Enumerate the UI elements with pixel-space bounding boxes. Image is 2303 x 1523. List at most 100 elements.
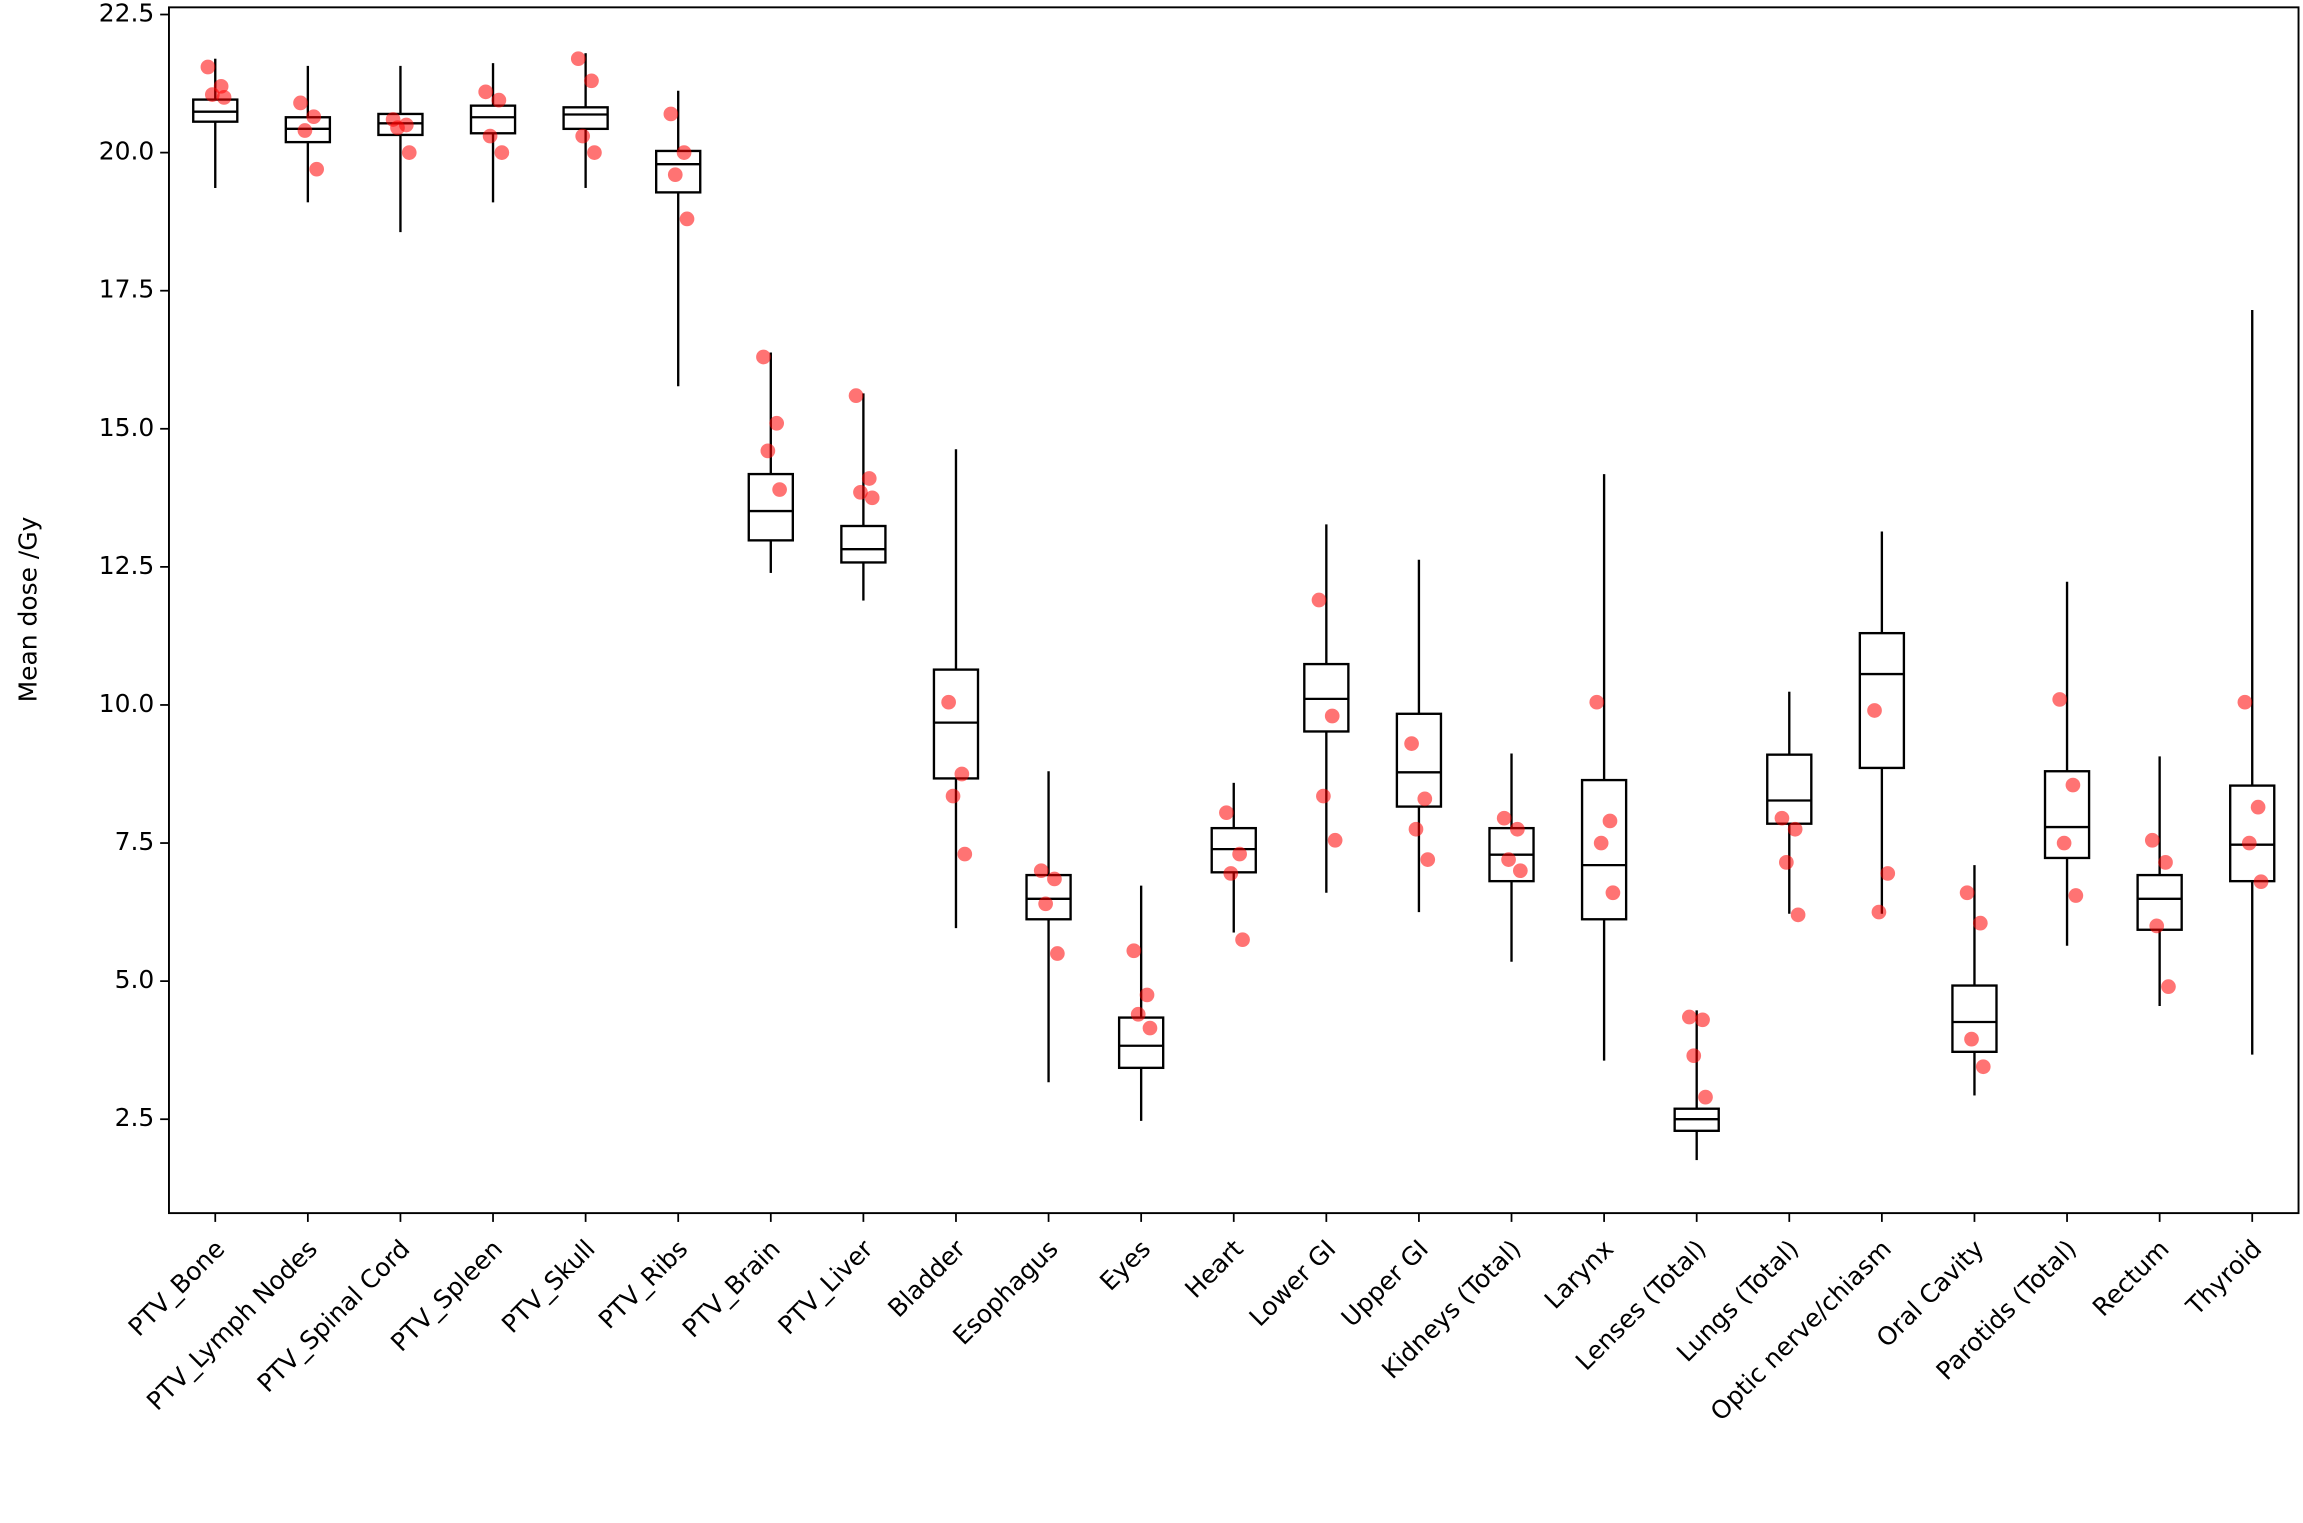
data-point (756, 349, 771, 365)
data-point (676, 145, 692, 160)
data-point (1589, 694, 1605, 710)
data-point (390, 120, 405, 136)
data-point (1698, 1089, 1713, 1105)
x-tick-label: Heart (1179, 1234, 1249, 1304)
data-point (2068, 888, 2084, 903)
data-point (2250, 799, 2266, 815)
data-point (1050, 946, 1065, 961)
data-point (1142, 1020, 1158, 1036)
data-point (1880, 866, 1896, 881)
data-point (1232, 846, 1247, 862)
data-point (1130, 1006, 1146, 1022)
data-point (2161, 979, 2176, 994)
data-point (1038, 896, 1053, 912)
data-point (584, 73, 599, 89)
data-point (2065, 777, 2081, 793)
data-point (1327, 832, 1343, 848)
x-tick-label: Upper GI (1336, 1234, 1434, 1332)
plot-frame (168, 6, 2300, 1215)
data-point (297, 123, 313, 138)
box (747, 472, 795, 542)
data-point (478, 84, 494, 100)
data-point (587, 145, 602, 160)
data-point (1512, 863, 1528, 879)
data-point (1605, 885, 1621, 901)
y-tick-label: 5.0 (115, 965, 155, 994)
x-tick-label: PTV_Skull (496, 1234, 601, 1339)
data-point (667, 167, 683, 183)
x-tick-label: Optic nerve/chiasm (1705, 1234, 1897, 1426)
data-point (309, 161, 325, 177)
data-point (494, 145, 510, 160)
data-point (1316, 788, 1331, 804)
data-point (1972, 915, 1988, 931)
box (840, 524, 887, 564)
data-point (1686, 1048, 1702, 1064)
data-point (1223, 866, 1239, 881)
x-tick-label: PTV_Liver (772, 1234, 879, 1341)
y-tick-label: 17.5 (99, 275, 155, 304)
data-point (491, 92, 507, 108)
data-point (1417, 791, 1433, 807)
data-point (2144, 832, 2160, 848)
data-point (1033, 863, 1049, 879)
data-point (861, 471, 877, 486)
data-point (1871, 904, 1887, 920)
data-point (1311, 592, 1327, 608)
box (1766, 753, 1813, 825)
x-tick-label: Larynx (1539, 1234, 1619, 1314)
data-point (864, 490, 880, 506)
data-point (941, 694, 956, 710)
data-point (1235, 932, 1250, 948)
data-point (1324, 708, 1340, 724)
data-point (1695, 1012, 1710, 1028)
data-point (575, 128, 591, 144)
data-point (1219, 805, 1234, 821)
x-tick-label: Eyes (1094, 1234, 1156, 1296)
data-point (769, 415, 785, 431)
data-point (853, 484, 868, 500)
data-point (2149, 918, 2165, 934)
x-tick-label: Bladder (882, 1234, 971, 1323)
data-point (1404, 736, 1419, 751)
data-point (1126, 943, 1142, 959)
data-point (306, 109, 322, 125)
data-point (1139, 987, 1155, 1003)
data-point (957, 846, 973, 862)
box (1858, 631, 1906, 770)
data-point (482, 128, 498, 144)
y-tick-label: 20.0 (99, 137, 155, 166)
data-point (216, 90, 232, 105)
x-tick-label: PTV_Brain (677, 1234, 786, 1343)
data-point (1774, 810, 1790, 826)
x-tick-label: PTV_Lymph Nodes (141, 1234, 323, 1416)
y-tick-label: 2.5 (115, 1103, 155, 1132)
box (1395, 712, 1443, 808)
data-point (1510, 821, 1525, 837)
data-point (2253, 874, 2269, 890)
data-point (1975, 1059, 1991, 1075)
data-point (1593, 835, 1609, 851)
y-tick-label: 22.5 (99, 0, 155, 28)
y-tick-label: 15.0 (99, 413, 155, 442)
data-point (760, 443, 776, 459)
box (1580, 778, 1628, 921)
y-axis-label: Mean dose /Gy (13, 516, 42, 702)
data-point (1867, 703, 1882, 718)
data-point (204, 87, 220, 102)
data-point (2158, 855, 2173, 870)
data-point (1779, 855, 1794, 870)
y-tick-label: 7.5 (115, 827, 155, 856)
data-point (293, 95, 308, 111)
box (932, 668, 980, 780)
y-tick-label: 10.0 (99, 689, 155, 718)
data-point (401, 145, 417, 160)
data-point (1047, 871, 1062, 887)
data-point (1787, 821, 1803, 837)
box (562, 106, 609, 131)
data-point (570, 51, 586, 67)
x-tick-label: Thyroid (2180, 1234, 2267, 1321)
data-point (2237, 694, 2253, 710)
